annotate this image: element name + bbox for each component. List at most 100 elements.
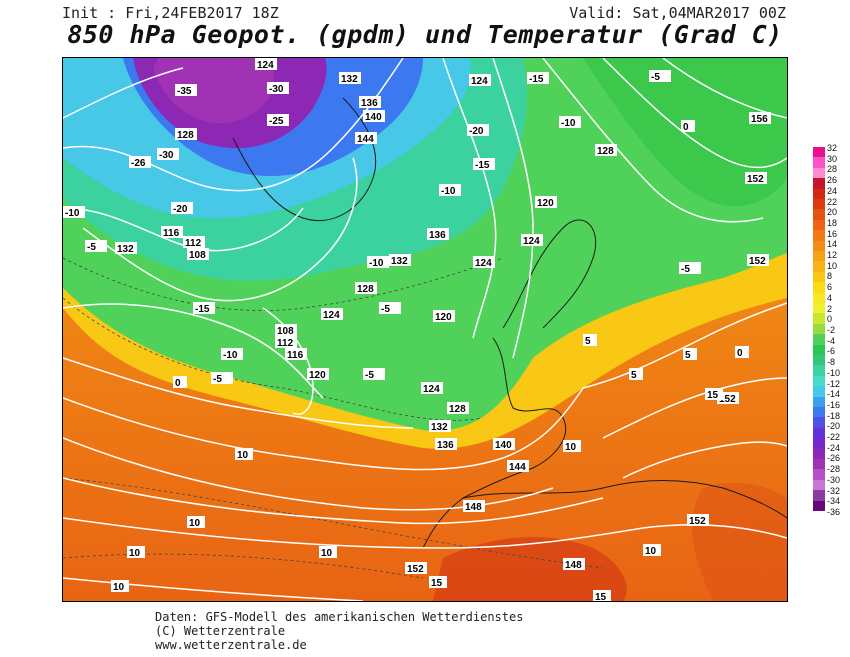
label-geo-132-d: 132 <box>429 420 451 433</box>
label-geo-112-a: 112 <box>183 236 205 249</box>
label-temp-minus30-b: -30 <box>267 82 289 95</box>
svg-text:132: 132 <box>117 244 134 255</box>
svg-text:132: 132 <box>391 256 408 267</box>
label-temp-15-b: 15 <box>705 388 723 401</box>
svg-text:-25: -25 <box>269 116 284 127</box>
label-geo-120-a: 120 <box>535 196 557 209</box>
label-geo-132-a: 132 <box>339 72 361 85</box>
colorbar-tick: -2 <box>827 325 836 335</box>
colorbar-segment <box>813 386 825 398</box>
label-temp-minus5-c: -5 <box>85 240 107 253</box>
svg-text:0: 0 <box>737 348 743 359</box>
label-temp-minus5-f: -5 <box>211 372 233 385</box>
colorbar-segment <box>813 323 825 335</box>
colorbar-tick: -32 <box>827 485 841 496</box>
label-geo-112-b: 112 <box>275 336 297 349</box>
label-temp-15-a: 15 <box>429 576 447 589</box>
label-geo-128-c: 128 <box>355 282 377 295</box>
svg-text:-5: -5 <box>651 72 660 83</box>
svg-text:-5: -5 <box>681 264 690 275</box>
colorbar-segment <box>813 334 825 346</box>
colorbar-tick: -36 <box>827 507 841 517</box>
colorbar-tick: 8 <box>827 271 833 282</box>
label-temp-10-g: 10 <box>111 580 129 593</box>
colorbar-segment <box>813 407 825 418</box>
colorbar-segment <box>813 292 825 304</box>
eastern-green <box>583 58 787 207</box>
svg-text:152: 152 <box>407 564 424 575</box>
label-geo-140-a: 140 <box>363 110 385 123</box>
svg-text:10: 10 <box>565 442 577 453</box>
svg-text:152: 152 <box>719 394 736 405</box>
colorbar-tick: 18 <box>827 217 838 228</box>
svg-text:116: 116 <box>287 350 304 361</box>
label-geo-152-e: 152 <box>745 172 767 185</box>
colorbar-tick: 32 <box>827 143 838 153</box>
map-title: 850 hPa Geopot. (gpdm) und Temperatur (G… <box>67 20 783 49</box>
label-geo-132-c: 132 <box>115 242 137 255</box>
colorbar-segment <box>813 188 825 200</box>
colorbar-tick: 30 <box>827 153 838 164</box>
label-geo-136-a: 136 <box>359 96 381 109</box>
label-temp-0-c: 0 <box>735 346 749 359</box>
label-temp-5-a: 5 <box>583 334 597 347</box>
colorbar-segment <box>813 490 825 502</box>
colorbar-tick: -14 <box>827 389 841 400</box>
label-temp-5-b: 5 <box>683 348 697 361</box>
svg-text:0: 0 <box>175 378 181 389</box>
svg-text:124: 124 <box>471 76 488 87</box>
label-geo-108-a: 108 <box>187 248 209 261</box>
label-geo-128-b: 128 <box>595 144 617 157</box>
coastline-europe <box>422 337 567 549</box>
label-temp-minus20-b: -20 <box>171 202 193 215</box>
colorbar-tick: 28 <box>827 164 838 175</box>
label-geo-108-b: 108 <box>275 324 297 337</box>
label-temp-minus15-c: -15 <box>193 302 215 315</box>
colorbar-tick: -12 <box>827 378 841 389</box>
colorbar-segment <box>813 219 825 231</box>
svg-text:-10: -10 <box>65 208 80 219</box>
colorbar-segment <box>813 396 825 408</box>
svg-text:-10: -10 <box>369 258 384 269</box>
label-geo-152-a: 152 <box>405 562 427 575</box>
colorbar-tick: 6 <box>827 282 833 293</box>
svg-text:-5: -5 <box>365 370 374 381</box>
label-temp-minus10-b: -10 <box>439 184 461 197</box>
svg-text:148: 148 <box>565 560 582 571</box>
svg-text:-30: -30 <box>159 150 174 161</box>
label-temp-minus35: -35 <box>175 84 197 97</box>
svg-text:128: 128 <box>449 404 466 415</box>
label-geo-136-b: 136 <box>427 228 449 241</box>
colorbar-tick: -6 <box>827 346 836 357</box>
label-temp-0-b: 0 <box>173 376 187 389</box>
label-temp-minus10-a: -10 <box>63 206 85 219</box>
label-geo-152-b: 152 <box>687 514 709 527</box>
label-temp-minus30-a: -30 <box>157 148 179 161</box>
label-geo-140-b: 140 <box>493 438 515 451</box>
map-labels: 124 132 136 140 144 128 124 156 128 120 … <box>63 58 771 601</box>
colorbar-segment <box>813 469 825 481</box>
svg-text:132: 132 <box>431 422 448 433</box>
colorbar-segment <box>813 303 825 314</box>
svg-text:120: 120 <box>309 370 326 381</box>
colorbar-tick: 16 <box>827 228 838 239</box>
svg-text:-10: -10 <box>561 118 576 129</box>
colorbar-tick: -20 <box>827 421 841 432</box>
svg-text:112: 112 <box>277 338 294 349</box>
label-geo-132-b: 132 <box>389 254 411 267</box>
colorbar-segment <box>813 240 825 252</box>
label-geo-116-a: 116 <box>161 226 183 239</box>
colorbar-tick: -28 <box>827 464 841 475</box>
init-time: Init : Fri,24FEB2017 18Z <box>62 4 279 22</box>
colorbar-tick: -34 <box>827 496 841 507</box>
svg-text:152: 152 <box>749 256 766 267</box>
colorbar-segment <box>813 313 825 325</box>
svg-text:-15: -15 <box>529 74 544 85</box>
label-temp-minus5-a: -5 <box>649 70 671 83</box>
valid-time: Valid: Sat,04MAR2017 00Z <box>569 4 786 22</box>
svg-text:10: 10 <box>645 546 657 557</box>
label-geo-124-d: 124 <box>473 256 495 269</box>
svg-text:15: 15 <box>707 390 719 401</box>
colorbar-tick: 0 <box>827 314 833 325</box>
colorbar-segment <box>813 209 825 221</box>
